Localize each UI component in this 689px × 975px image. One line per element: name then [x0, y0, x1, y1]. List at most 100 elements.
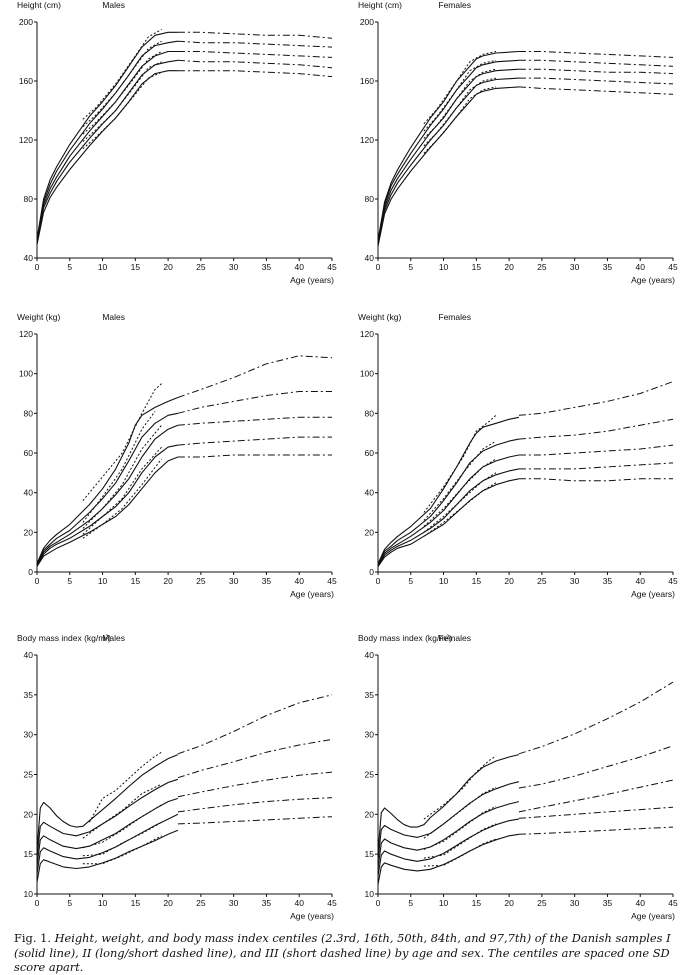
series-line-23rd-sample-II: [177, 70, 333, 78]
y-tick-label: 120: [360, 135, 374, 145]
x-axis-label: Age (years): [290, 589, 334, 599]
x-tick-label: 35: [262, 262, 272, 272]
series-line-977th-sample-III: [82, 28, 162, 120]
x-tick-label: 35: [603, 898, 613, 908]
series-line-16th-sample-II: [177, 59, 333, 69]
y-tick-label: 25: [365, 770, 375, 780]
chart-title: Females: [438, 633, 471, 643]
series-line-84th-sample-III: [82, 411, 156, 523]
y-tick-label: 10: [365, 889, 375, 899]
x-tick-label: 20: [504, 262, 514, 272]
caption-label: Fig. 1.: [14, 931, 51, 945]
x-tick-label: 15: [131, 898, 141, 908]
x-tick-label: 20: [163, 898, 173, 908]
y-tick-label: 30: [365, 730, 375, 740]
y-tick-label: 160: [19, 76, 33, 86]
x-tick-label: 30: [229, 576, 239, 586]
y-tick-label: 20: [365, 527, 375, 537]
series-line-23rd-sample-I: [377, 478, 520, 567]
y-axis-label: Body mass index (kg/m²): [358, 633, 452, 643]
series-line-50th-sample-II: [177, 51, 333, 58]
x-tick-label: 10: [439, 576, 449, 586]
x-tick-label: 15: [131, 576, 141, 586]
series-line-977th-sample-III: [423, 414, 497, 513]
x-axis-label: Age (years): [631, 589, 675, 599]
series-line-84th-sample-I: [377, 59, 519, 242]
chart-height-males: 40 80 120 160 200 0 5 10 15 20 25 30 35 40 45 Height (c…: [17, 0, 337, 285]
y-tick-label: 60: [24, 448, 34, 458]
x-tick-label: 15: [472, 576, 482, 586]
x-tick-label: 30: [570, 576, 580, 586]
series-line-16th-sample-III: [423, 472, 497, 533]
y-tick-label: 40: [365, 488, 375, 498]
x-tick-label: 45: [327, 898, 337, 908]
x-tick-label: 40: [635, 898, 645, 908]
series-line-16th-sample-III: [82, 61, 162, 142]
series-line-50th-sample-III: [423, 458, 497, 527]
series-line-977th-sample-I: [377, 50, 519, 241]
y-axis-label: Height (cm): [358, 0, 402, 10]
y-tick-label: 0: [28, 567, 33, 577]
y-tick-label: 30: [24, 730, 34, 740]
x-tick-label: 20: [504, 576, 514, 586]
y-axis-label: Body mass index (kg/m²): [17, 633, 111, 643]
series-line-50th-sample-III: [423, 805, 497, 850]
y-tick-label: 100: [19, 369, 33, 379]
x-tick-label: 25: [196, 898, 206, 908]
series-line-84th-sample-III: [423, 786, 497, 839]
chart-title: Males: [102, 0, 125, 10]
y-tick-label: 40: [24, 650, 34, 660]
y-tick-label: 25: [24, 770, 34, 780]
series-line-23rd-sample-III: [82, 835, 162, 865]
series-line-50th-sample-II: [177, 771, 333, 798]
series-line-977th-sample-I: [36, 31, 178, 239]
y-axis-label: Weight (kg): [358, 312, 401, 322]
x-tick-label: 10: [98, 262, 108, 272]
y-tick-label: 20: [24, 809, 34, 819]
chart-title: Males: [102, 633, 125, 643]
y-tick-label: 40: [365, 253, 375, 263]
series-line-50th-sample-I: [36, 50, 178, 242]
series-line-84th-sample-III: [82, 783, 162, 839]
x-tick-label: 30: [229, 262, 239, 272]
series-line-977th-sample-I: [377, 754, 520, 853]
x-axis-label: Age (years): [631, 911, 675, 921]
series-line-84th-sample-III: [423, 440, 497, 521]
series-line-84th-sample-I: [36, 40, 178, 241]
y-tick-label: 60: [365, 448, 375, 458]
x-tick-label: 15: [472, 262, 482, 272]
series-line-16th-sample-II: [177, 436, 332, 446]
x-tick-label: 10: [98, 576, 108, 586]
y-tick-label: 80: [24, 194, 34, 204]
series-line-84th-sample-III: [423, 59, 497, 132]
figure-caption: Fig. 1. Height, weight, and body mass in…: [14, 931, 684, 975]
series-line-23rd-sample-II: [518, 826, 674, 835]
x-tick-label: 0: [376, 898, 381, 908]
series-line-23rd-sample-III: [82, 458, 162, 539]
series-line-50th-sample-II: [177, 416, 332, 426]
x-tick-label: 25: [537, 576, 547, 586]
chart-title: Females: [438, 0, 471, 10]
y-tick-label: 15: [24, 849, 34, 859]
series-line-16th-sample-II: [518, 77, 674, 85]
series-line-84th-sample-I: [36, 778, 179, 859]
series-line-16th-sample-I: [377, 77, 519, 245]
series-line-84th-sample-II: [518, 418, 674, 440]
y-tick-label: 35: [24, 690, 34, 700]
y-tick-label: 120: [19, 329, 33, 339]
x-tick-label: 5: [408, 898, 413, 908]
series-line-977th-sample-II: [518, 51, 674, 58]
x-tick-label: 35: [603, 262, 613, 272]
series-line-977th-sample-I: [36, 396, 179, 564]
y-tick-label: 120: [360, 329, 374, 339]
x-tick-label: 45: [327, 262, 337, 272]
x-tick-label: 40: [294, 576, 304, 586]
x-tick-label: 10: [439, 898, 449, 908]
series-line-84th-sample-II: [177, 40, 333, 48]
x-tick-label: 35: [262, 898, 272, 908]
series-line-23rd-sample-III: [423, 838, 497, 867]
series-line-16th-sample-II: [518, 806, 674, 819]
x-tick-label: 5: [67, 898, 72, 908]
x-tick-label: 30: [229, 898, 239, 908]
